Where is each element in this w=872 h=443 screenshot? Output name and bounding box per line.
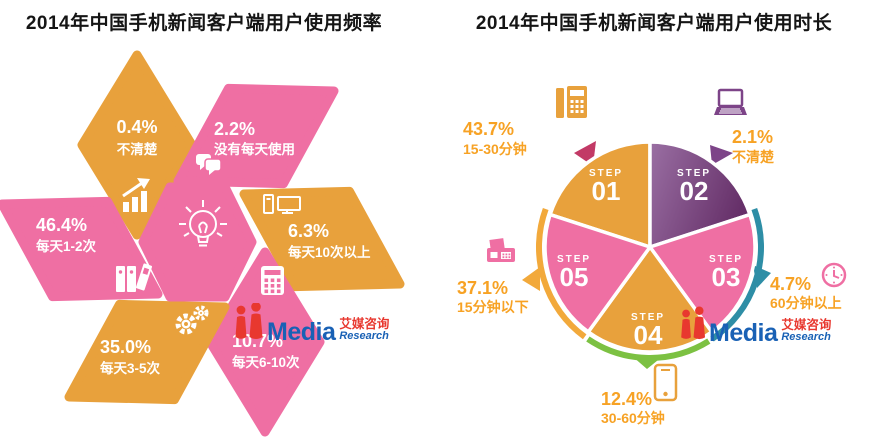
center-hexagon [138,182,257,302]
callout-label: 60分钟以上 [770,295,842,311]
callout-label: 15-30分钟 [463,141,527,157]
callout-value: 37.1% [457,278,508,298]
telephone-icon [556,86,587,118]
petal-label: 每天10次以上 [288,244,371,260]
petal-value: 46.4% [36,215,87,235]
slice-step-02 [648,140,752,249]
step-word: STEP [709,254,743,265]
arrow-orange-icon [522,267,540,291]
step-num: 02 [680,176,709,206]
petal-10plus [239,186,405,292]
step-word: STEP [631,312,665,323]
petal-value: 35.0% [100,337,151,357]
slice-step-01 [548,140,652,249]
right-chart-title: 2014年中国手机新闻客户端用户使用时长 [475,13,833,34]
logo-research-text: Research [781,331,831,344]
petal-label: 每天6-10次 [232,354,300,370]
duration-step-pie-chart: STEP 01 STEP 02 STEP 03 STEP 04 STEP 05 … [457,86,847,426]
logo-research-text: Research [339,330,389,343]
ii-people-icon [235,303,263,339]
chart-growth-icon [122,178,150,212]
callout-value: 4.7% [770,274,811,294]
arrow-purple-icon [710,145,733,165]
petal-value: 2.2% [214,119,255,139]
step-slices [543,140,757,354]
logo-cn-text: 艾媒咨询 [339,317,390,332]
binders-icon [116,263,153,292]
smartphone-icon [653,363,678,402]
step-labels: STEP 01 STEP 02 STEP 03 STEP 04 STEP 05 [557,168,743,350]
step-word: STEP [589,168,623,179]
step-num: 05 [560,262,589,292]
ring-arc-orange [536,207,587,340]
petal-label: 没有每天使用 [214,141,295,157]
calculator-icon [261,266,284,295]
petal-label: 每天1-2次 [36,238,97,254]
callout-label: 不清楚 [732,149,775,165]
speech-bubbles-icon [196,154,222,175]
left-chart-title: 2014年中国手机新闻客户端用户使用频率 [25,13,383,34]
logo-media-text: Media [709,318,778,347]
callout-value: 43.7% [463,119,514,139]
lightbulb-icon [179,200,227,247]
step-num: 03 [712,262,741,292]
petal-6to10 [205,247,325,437]
callout-label: 30-60分钟 [601,410,665,426]
callout-value: 12.4% [601,389,652,409]
frequency-flower-chart: 0.4% 不清楚 2.2% 没有每天使用 6.3% 每天10次以上 [0,50,405,437]
step-word: STEP [557,254,591,265]
petal-label: 不清楚 [117,141,158,157]
step-num: 01 [592,176,621,206]
arrow-teal-icon [753,265,771,288]
iimedia-logo: Media 艾媒咨询 Research [679,306,832,347]
ring-arc-teal [710,207,764,342]
laptop-icon [714,88,747,115]
slice-step-03 [648,212,757,334]
petal-value: 6.3% [288,221,329,241]
slice-step-05 [543,212,652,334]
step-word: STEP [677,168,711,179]
callout-value: 2.1% [732,127,773,147]
petal-shapes [0,50,405,437]
petal-label: 每天3-5次 [100,360,161,376]
logo-cn-text: 艾媒咨询 [781,318,832,333]
desktop-computer-icon [263,194,301,214]
gears-icon [175,305,209,335]
arrow-green-icon [632,356,663,369]
petal-not-daily [173,83,339,189]
fax-icon [487,238,515,262]
clock-icon [821,262,847,288]
iimedia-logo: Media 艾媒咨询 Research [233,303,390,346]
step-num: 04 [634,320,663,350]
callout-label: 15分钟以下 [457,299,529,315]
petal-value: 0.4% [116,117,157,137]
logo-media-text: Media [267,317,336,346]
ii-people-icon [681,306,706,340]
